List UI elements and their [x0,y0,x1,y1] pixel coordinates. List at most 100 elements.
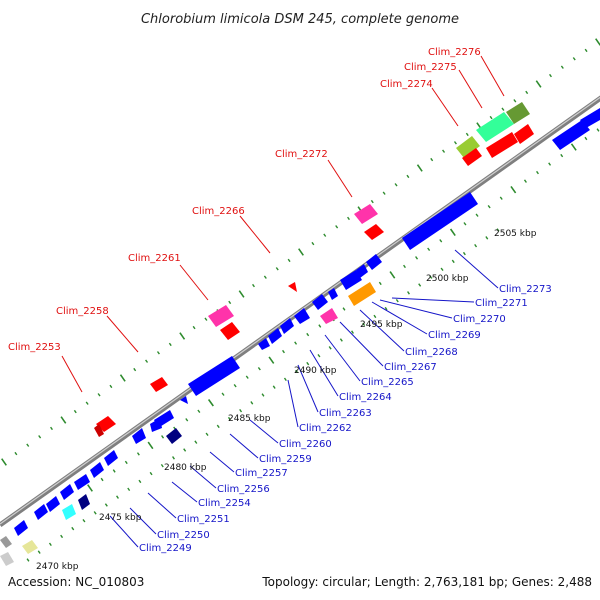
track-dot [415,256,419,260]
track-dot [50,426,53,431]
track-dot [73,409,77,414]
genes-bottom-strand [0,108,600,566]
gene-label-clim-2265[interactable]: Clim_2265 [361,377,414,388]
track-dot [263,275,267,279]
track-dot [194,440,198,444]
dotted-track-scale [26,228,500,562]
track-dot [85,401,89,405]
track-dot [183,448,187,452]
accession-text: Accession: NC_010803 [8,575,144,589]
track-dot [489,115,493,120]
gene-clim-2258 [150,377,168,392]
gene-label-clim-2256[interactable]: Clim_2256 [217,484,270,495]
track-dot [523,179,527,183]
track-dot [133,367,137,372]
track-dot [82,518,86,523]
track-dot [298,248,304,256]
genome-backbone [0,95,600,528]
gene-label-clim-2258[interactable]: Clim_2258 [56,306,109,317]
track-dot [475,213,479,217]
track-dot [275,267,279,271]
gene-clim-2272-a [354,204,378,224]
gene-label-clim-2267[interactable]: Clim_2267 [384,362,437,373]
track-dot [227,416,231,421]
track-dot [252,283,255,288]
track-dot [462,251,466,256]
track-dot [100,477,104,482]
gene-label-clim-2276[interactable]: Clim_2276 [428,47,481,58]
track-dot [119,374,126,382]
gene-clim-2271 [366,254,382,270]
gene-label-clim-2270[interactable]: Clim_2270 [453,314,506,325]
gene-label-clim-2254[interactable]: Clim_2254 [198,498,251,509]
scale-label-2500: 2500 kbp [426,274,469,284]
track-dot [342,307,346,311]
gene-label-clim-2253[interactable]: Clim_2253 [8,342,61,353]
track-dot [282,349,285,354]
track-dot [584,136,588,141]
track-dot [257,366,261,371]
track-dot [306,332,310,337]
track-dot [192,325,196,330]
track-dot [60,416,67,424]
track-dot [339,338,343,342]
track-dot [549,73,552,78]
bottom-gene-labels: Clim_2249 Clim_2250 Clim_2251 Clim_2254 … [139,284,552,554]
track-dot [560,153,564,158]
gene-label-clim-2275[interactable]: Clim_2275 [404,62,457,73]
track-dot [416,164,423,172]
track-dot [127,487,131,491]
track-dot [145,359,149,363]
track-dot [485,236,489,240]
track-dot [323,233,327,237]
track-dot [216,424,220,429]
track-dot [496,228,500,232]
track-dot [138,479,142,484]
track-dot [347,216,350,221]
gene-label-clim-2251[interactable]: Clim_2251 [177,514,230,525]
gene-label-clim-2250[interactable]: Clim_2250 [157,530,210,541]
gene-label-clim-2262[interactable]: Clim_2262 [299,423,352,434]
track-dot [449,228,456,237]
gene-label-clim-2259[interactable]: Clim_2259 [259,454,312,465]
gene-label-clim-2271[interactable]: Clim_2271 [475,298,528,309]
track-dot [250,401,254,405]
track-dot [26,443,30,447]
track-dot [172,456,175,460]
track-dot [384,306,388,311]
gene-clim-2273 [402,192,478,250]
top-callouts [61,55,505,393]
track-dot [510,185,517,194]
gene-clim-2261-a [208,305,234,327]
track-dot [548,162,552,166]
gene-label-clim-2257[interactable]: Clim_2257 [235,468,288,479]
track-dot [168,342,172,347]
track-dot [429,275,433,279]
gene-label-clim-2272[interactable]: Clim_2272 [275,149,328,160]
track-dot [382,191,386,195]
gene-label-clim-2266[interactable]: Clim_2266 [192,206,245,217]
track-dot [465,132,469,137]
track-dot [439,239,443,243]
gene-clim-2263 [268,328,282,344]
gene-label-clim-2264[interactable]: Clim_2264 [339,392,392,403]
scale-label-2480: 2480 kbp [164,463,207,473]
gene-label-clim-2274[interactable]: Clim_2274 [380,79,433,90]
track-dot [403,264,406,269]
gene-label-clim-2260[interactable]: Clim_2260 [279,439,332,450]
track-dot [136,452,140,456]
gene-label-clim-2273[interactable]: Clim_2273 [499,284,552,295]
track-dot [205,432,209,437]
scale-label-2490: 2490 kbp [294,366,337,376]
track-dot [335,225,339,229]
gene-label-clim-2268[interactable]: Clim_2268 [405,347,458,358]
map-title: Chlorobium limicola DSM 245, complete ge… [141,12,459,27]
gene-label-clim-2261[interactable]: Clim_2261 [128,253,181,264]
gene-clim-2256 [90,462,104,478]
gene-label-clim-2249[interactable]: Clim_2249 [139,543,192,554]
track-dot [378,281,382,286]
track-dot [406,174,410,179]
gene-label-clim-2263[interactable]: Clim_2263 [319,408,372,419]
gene-label-clim-2269[interactable]: Clim_2269 [428,330,481,341]
